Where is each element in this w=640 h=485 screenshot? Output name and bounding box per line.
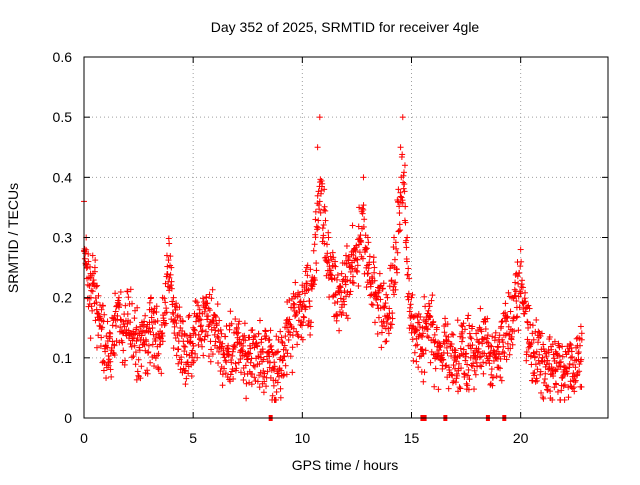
x-axis-label: GPS time / hours — [292, 457, 399, 473]
y-axis-label: SRMTID / TECUs — [5, 183, 21, 293]
chart-title: Day 352 of 2025, SRMTID for receiver 4gl… — [211, 19, 480, 35]
